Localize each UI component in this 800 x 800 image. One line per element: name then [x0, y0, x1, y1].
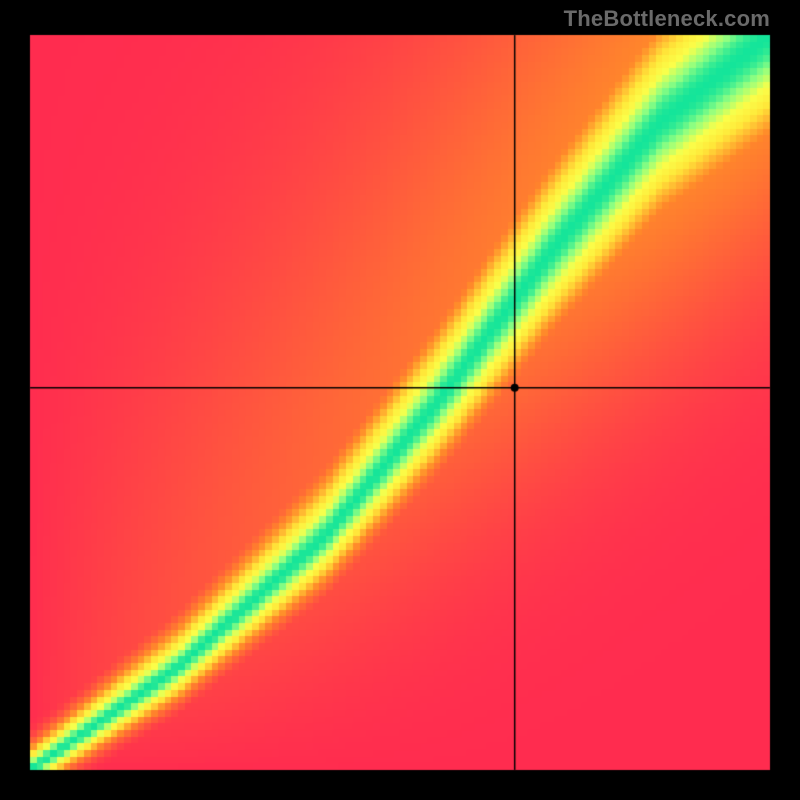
crosshair-overlay	[0, 0, 800, 800]
chart-container: TheBottleneck.com	[0, 0, 800, 800]
watermark-text: TheBottleneck.com	[564, 6, 770, 32]
